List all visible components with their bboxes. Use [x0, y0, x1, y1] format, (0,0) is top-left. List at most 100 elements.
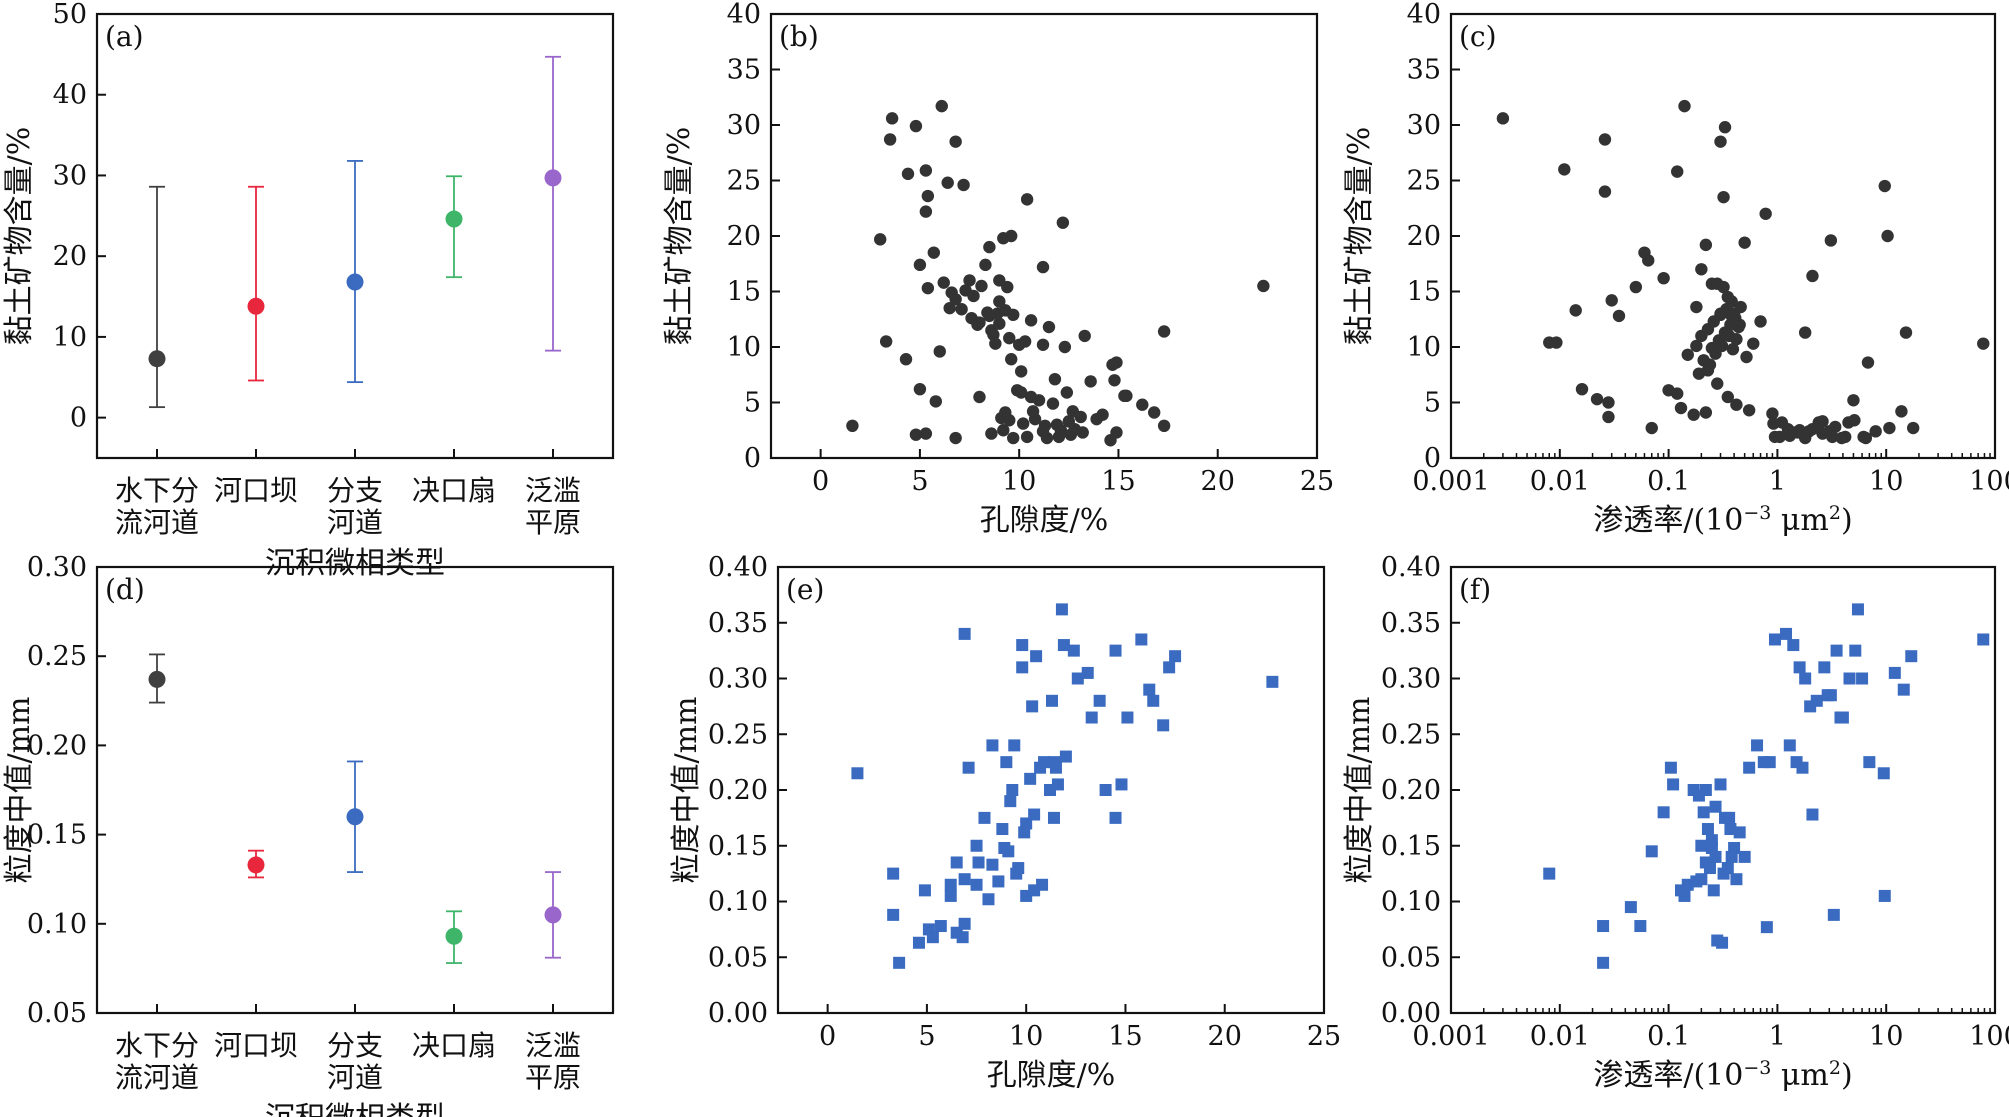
- data-point: [997, 424, 1010, 437]
- data-point: [1740, 350, 1753, 364]
- data-point: [1799, 672, 1812, 685]
- data-point: [1899, 326, 1913, 339]
- panel-label: (c): [1459, 20, 1497, 53]
- y-tick-label: 0: [744, 443, 761, 474]
- data-point: [1695, 839, 1708, 852]
- y-axis-title: 粒度中值/mm: [669, 696, 704, 883]
- y-axis-title: 粒度中值/mm: [2, 696, 37, 883]
- x-tick-label: 10: [1002, 466, 1036, 497]
- y-tick-label: 0.35: [1381, 608, 1441, 639]
- y-tick-label: 0.05: [27, 998, 87, 1029]
- data-point: [1747, 337, 1760, 350]
- data-point: [919, 427, 933, 440]
- x-tick-label: 0.01: [1530, 466, 1590, 497]
- y-tick-label: 20: [1407, 221, 1441, 252]
- y-tick-label: 5: [744, 388, 761, 419]
- data-point: [1695, 263, 1708, 276]
- data-point: [941, 176, 954, 189]
- data-point: [985, 427, 998, 440]
- x-tick-label: 0.01: [1530, 1021, 1590, 1052]
- data-point: [1629, 280, 1643, 294]
- data-point: [1657, 806, 1670, 819]
- data-point: [1597, 956, 1610, 969]
- data-point: [979, 258, 992, 272]
- data-point: [1598, 185, 1612, 198]
- data-point: [1136, 398, 1149, 411]
- x-category-label: 决口扇: [412, 474, 496, 507]
- data-point: [1763, 756, 1776, 769]
- data-point: [1768, 633, 1781, 646]
- panel-label: (f): [1459, 573, 1491, 606]
- y-tick-label: 0.25: [708, 719, 768, 750]
- x-category-label: 平原: [525, 506, 581, 539]
- y-tick-label: 0.20: [708, 775, 768, 806]
- y-tick-label: 20: [53, 241, 87, 272]
- data-point: [1701, 823, 1714, 836]
- x-category-label: 河口坝: [214, 474, 298, 507]
- data-point: [1905, 650, 1918, 663]
- data-point: [1084, 375, 1097, 388]
- data-point: [1791, 426, 1805, 439]
- data-point: [978, 811, 991, 824]
- data-point: [1759, 207, 1772, 220]
- panel-label: (e): [786, 573, 824, 606]
- data-point: [1725, 850, 1738, 863]
- data-point: [1863, 756, 1876, 769]
- mean-point: [544, 906, 562, 924]
- data-point: [1664, 761, 1677, 774]
- data-point: [1977, 337, 1990, 350]
- data-point: [1598, 133, 1612, 146]
- x-tick-label: 10: [1009, 1021, 1043, 1052]
- data-point: [1007, 308, 1020, 322]
- data-point: [1645, 845, 1658, 858]
- data-point: [1612, 309, 1626, 323]
- data-point: [1020, 430, 1034, 444]
- data-point: [1802, 425, 1816, 438]
- mean-point: [346, 273, 364, 291]
- y-tick-label: 15: [1407, 277, 1441, 308]
- data-point: [950, 856, 963, 869]
- data-point: [1496, 112, 1510, 125]
- x-tick-label: 20: [1201, 466, 1235, 497]
- data-point: [1857, 430, 1870, 444]
- data-point: [963, 274, 976, 287]
- data-point: [887, 867, 900, 880]
- y-tick-label: 30: [1407, 110, 1441, 141]
- data-point: [1007, 431, 1020, 445]
- data-point: [885, 112, 899, 125]
- data-point: [986, 739, 999, 752]
- x-axis-title: 孔隙度/%: [980, 503, 1109, 538]
- data-point: [1543, 867, 1556, 880]
- data-point: [913, 382, 927, 396]
- data-point: [1008, 739, 1021, 752]
- data-point: [1060, 386, 1074, 399]
- y-tick-label: 5: [1424, 388, 1441, 419]
- data-point: [1699, 406, 1713, 419]
- data-point: [973, 316, 986, 329]
- x-category-label: 分支: [327, 474, 383, 507]
- data-point: [937, 276, 950, 289]
- data-point: [1851, 603, 1864, 616]
- data-point: [1602, 396, 1615, 409]
- y-tick-label: 0.40: [708, 552, 768, 583]
- data-point: [1558, 163, 1571, 176]
- data-point: [1014, 365, 1028, 378]
- x-tick-label: 10: [1869, 1021, 1903, 1052]
- x-category-label: 河道: [327, 1061, 383, 1094]
- x-tick-label: 0.001: [1412, 466, 1489, 497]
- x-tick-label: 25: [1300, 466, 1334, 497]
- x-category-label: 流河道: [115, 1061, 199, 1094]
- data-point: [1796, 761, 1809, 774]
- data-point: [958, 873, 971, 886]
- data-point: [1135, 633, 1148, 646]
- y-axis-title: 黏土矿物含量/%: [2, 127, 37, 346]
- data-point: [1821, 689, 1834, 702]
- data-point: [887, 908, 900, 921]
- data-point: [1751, 739, 1764, 752]
- data-point: [1099, 784, 1112, 796]
- x-tick-label: 0: [819, 1021, 836, 1052]
- x-tick-label: 0: [812, 466, 829, 497]
- data-point: [883, 133, 897, 146]
- data-point: [933, 345, 946, 358]
- data-point: [970, 878, 983, 891]
